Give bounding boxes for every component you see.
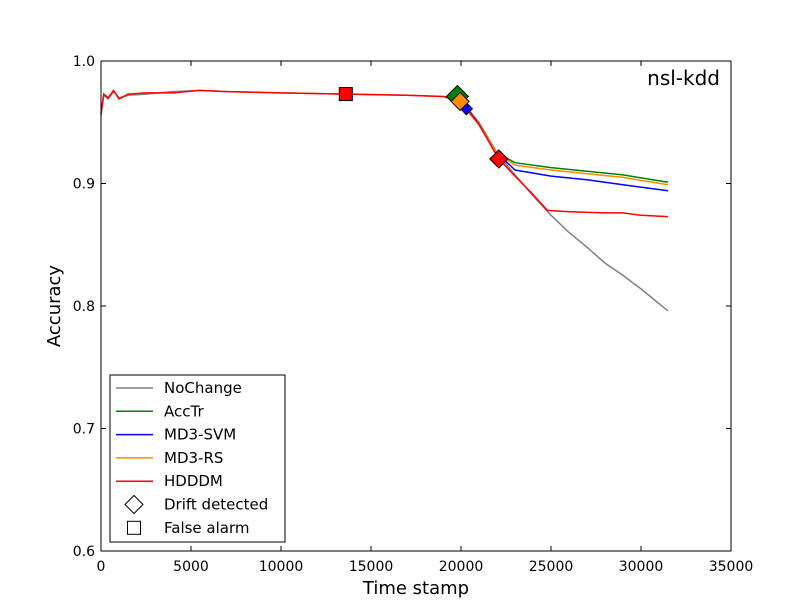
series-line-hdddm [100, 89, 669, 218]
false-alarm-marker-hdddm [338, 87, 353, 102]
x-tick-label: 15000 [349, 559, 394, 575]
series-line-md3-svm [465, 107, 669, 192]
legend-square-icon [127, 520, 141, 535]
series-line-nochange [100, 89, 669, 312]
marker-layer [338, 84, 509, 169]
y-tick-label: 1.0 [73, 54, 95, 70]
chart-annotation: nsl-kdd [647, 66, 720, 90]
x-tick-label: 0 [97, 559, 106, 575]
drift-marker-hdddm [489, 149, 509, 169]
y-axis-label: Accuracy [44, 265, 65, 348]
x-tick-label: 30000 [619, 559, 664, 575]
x-axis-label: Time stamp [362, 578, 469, 599]
x-tick-label: 25000 [529, 559, 574, 575]
y-tick-label: 0.8 [73, 299, 95, 315]
series-line-acctr [458, 97, 669, 184]
legend-label: MD3-RS [164, 449, 223, 467]
x-tick-label: 5000 [173, 559, 209, 575]
tick-layer: 0 5000 10000 15000 20000 25000 30000 35000 0.6 0.… [73, 54, 754, 575]
legend-label: False alarm [164, 519, 250, 537]
legend-diamond-icon [124, 494, 144, 515]
series-line-md3-rs [458, 100, 669, 186]
series-layer [100, 89, 669, 312]
x-tick-label: 10000 [259, 559, 304, 575]
x-tick-label: 35000 [709, 559, 754, 575]
y-tick-label: 0.9 [73, 177, 95, 193]
y-tick-label: 0.7 [73, 422, 95, 438]
x-tick-label: 20000 [439, 559, 484, 575]
drift-marker-md3-rs [450, 91, 470, 112]
legend-label: NoChange [164, 379, 242, 397]
legend-label: Drift detected [164, 496, 268, 514]
legend: NoChange AccTr MD3-SVM MD3-RS HDDDM Drift det… [109, 374, 286, 543]
legend-label: HDDDM [164, 472, 223, 490]
legend-label: MD3-SVM [164, 426, 236, 444]
y-tick-label: 0.6 [73, 544, 95, 560]
legend-label: AccTr [164, 402, 204, 420]
